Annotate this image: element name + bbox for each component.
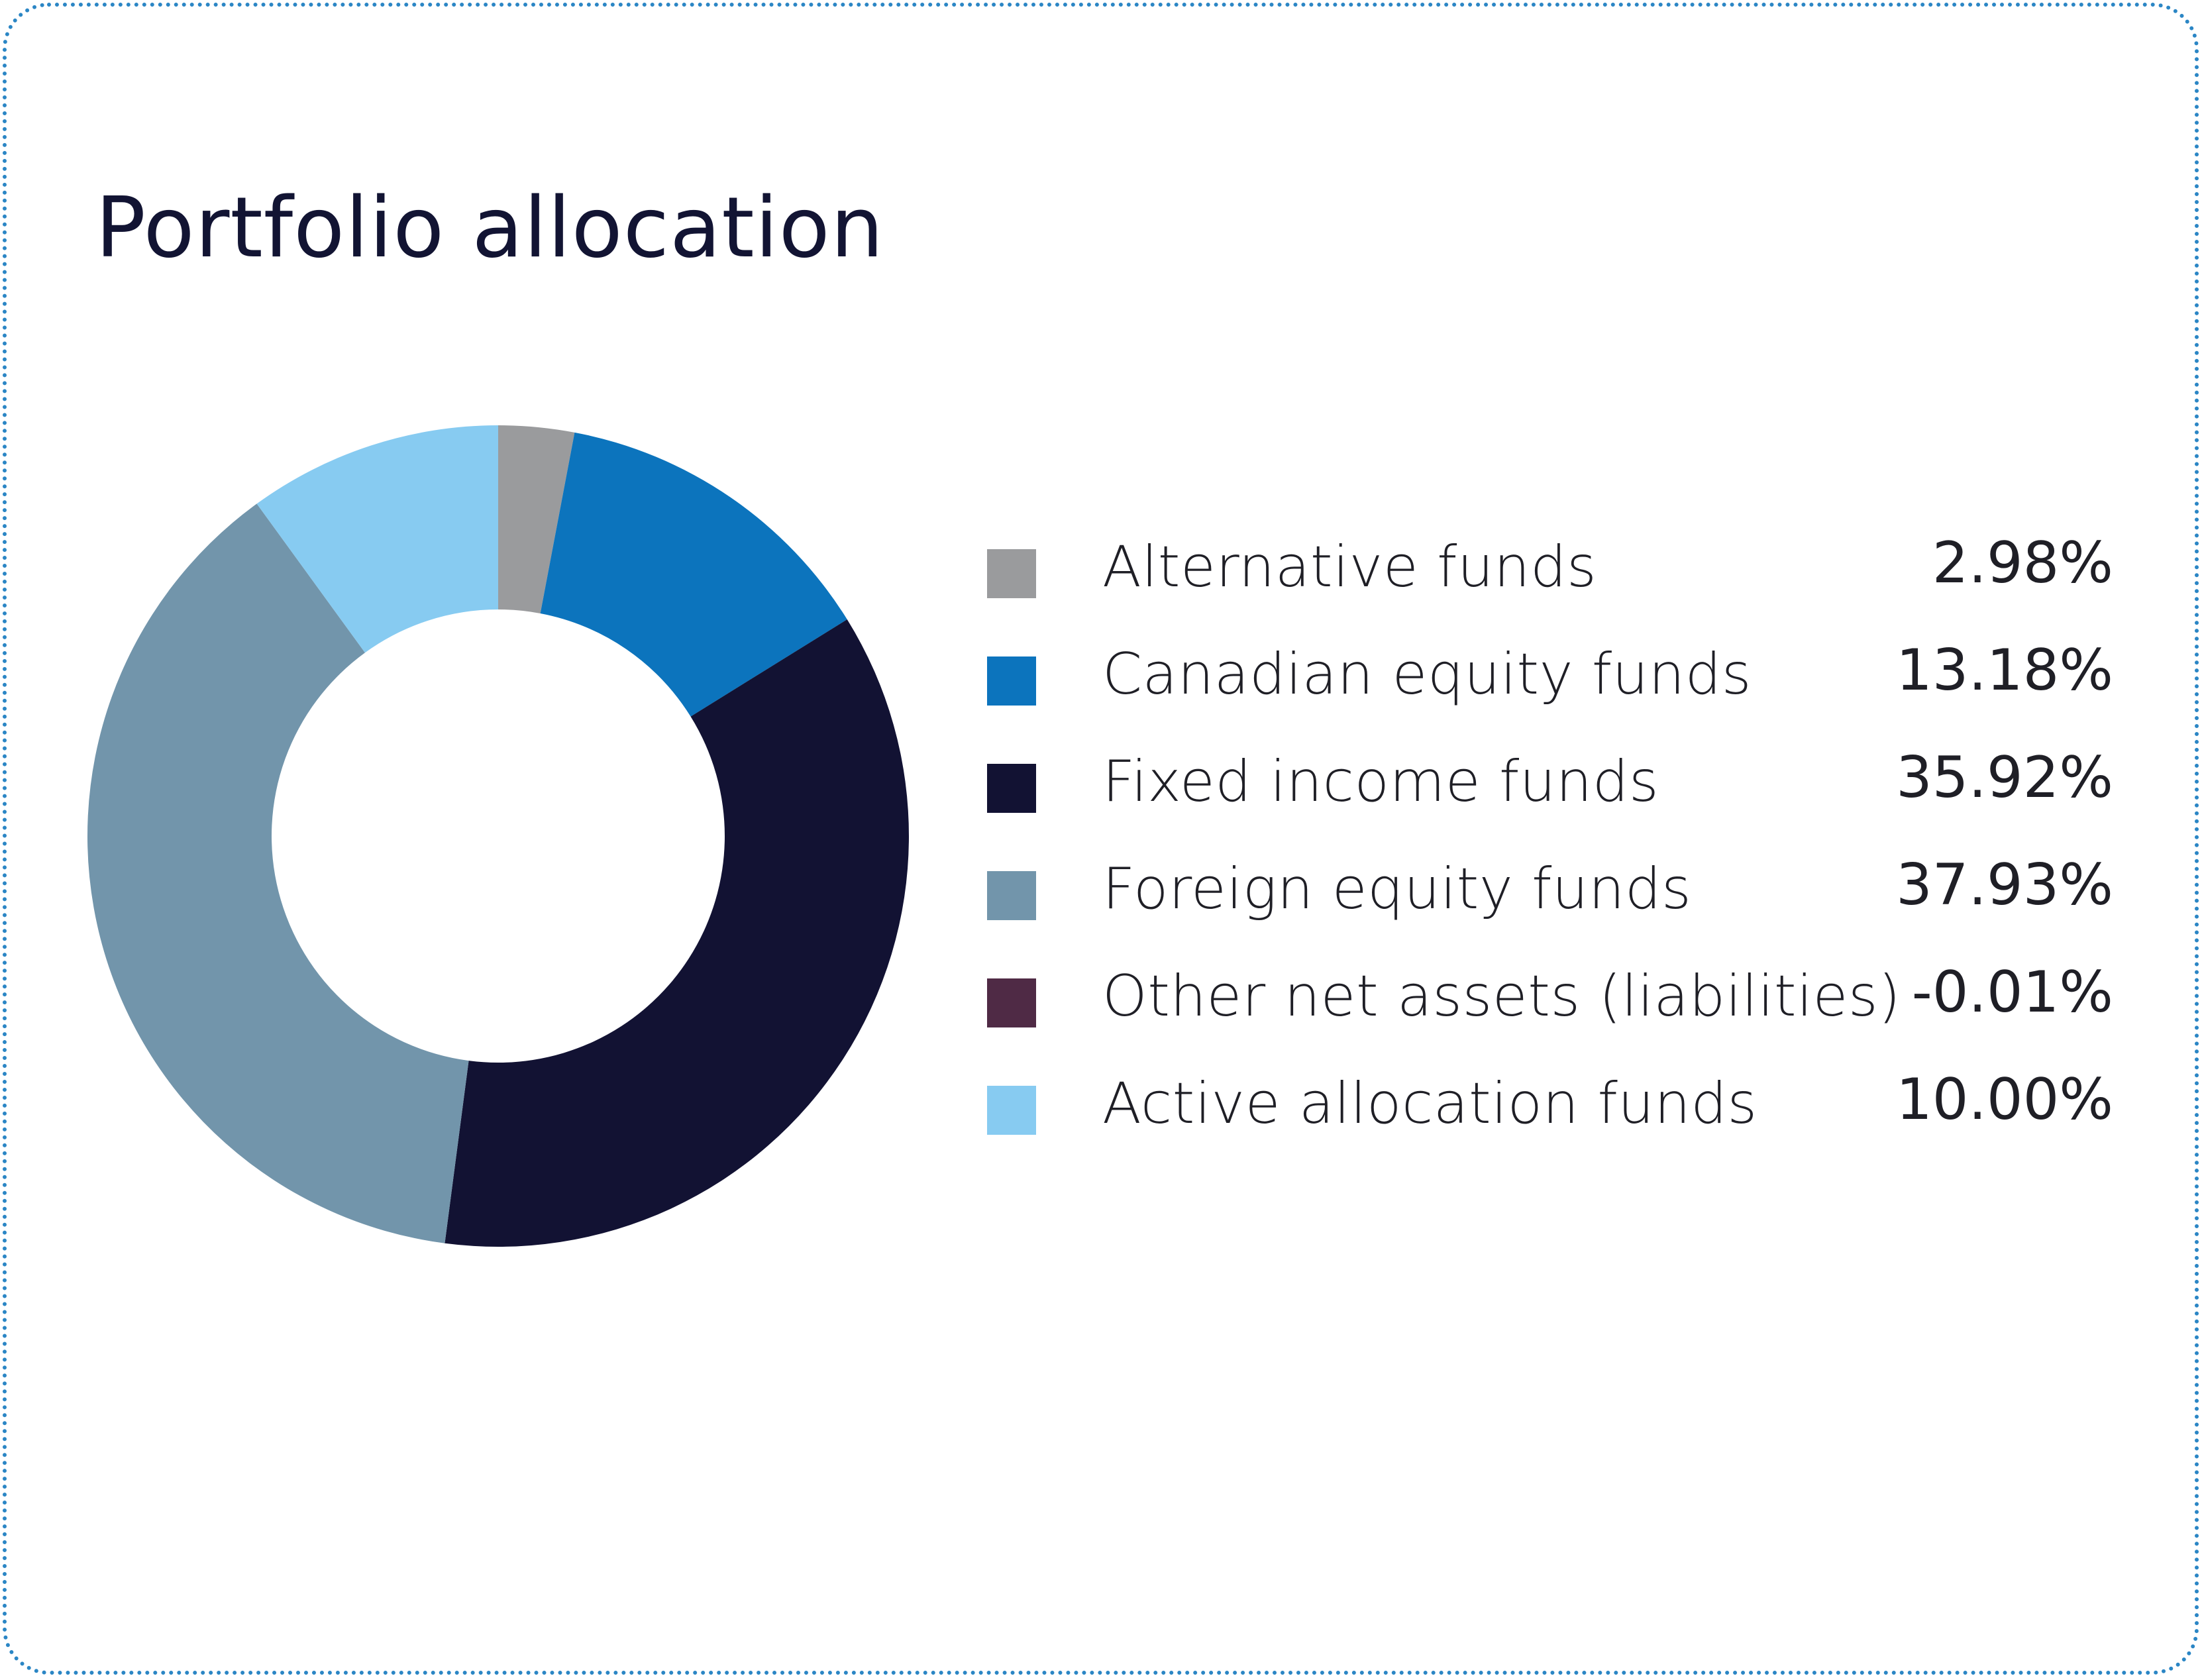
donut-chart [87, 425, 909, 1247]
donut-slice [256, 425, 498, 653]
chart-title: Portfolio allocation [95, 179, 884, 276]
legend-swatch [987, 978, 1036, 1027]
legend-label: Fixed income funds [1102, 749, 1659, 815]
donut-slice [498, 425, 575, 613]
legend-label: Canadian equity funds [1102, 641, 1752, 708]
legend-item: Alternative funds 2.98% [987, 523, 2113, 631]
legend-item: Fixed income funds 35.92% [987, 738, 2113, 845]
legend-swatch [987, 1086, 1036, 1135]
chart-legend: Alternative funds 2.98% Canadian equity fu… [987, 523, 2113, 1167]
legend-value: 2.98% [1932, 530, 2113, 596]
legend-value: 13.18% [1896, 637, 2113, 704]
legend-value: 35.92% [1896, 745, 2113, 811]
donut-slice [87, 503, 469, 1243]
legend-value: 10.00% [1896, 1067, 2113, 1133]
legend-value: 37.93% [1896, 852, 2113, 918]
chart-card: Portfolio allocation Alternative funds 2.… [3, 3, 2199, 1675]
legend-item: Active allocation funds 10.00% [987, 1060, 2113, 1167]
legend-swatch [987, 871, 1036, 920]
legend-swatch [987, 656, 1036, 706]
legend-label: Active allocation funds [1102, 1071, 1758, 1137]
legend-swatch [987, 764, 1036, 813]
legend-label: Foreign equity funds [1102, 856, 1692, 922]
legend-label: Alternative funds [1102, 534, 1597, 600]
legend-value: -0.01% [1911, 959, 2113, 1025]
donut-slice [540, 432, 847, 717]
legend-item: Foreign equity funds 37.93% [987, 845, 2113, 953]
legend-label: Other net assets (liabilities) [1102, 963, 1901, 1029]
legend-item: Canadian equity funds 13.18% [987, 631, 2113, 738]
legend-swatch [987, 549, 1036, 598]
legend-item: Other net assets (liabilities) -0.01% [987, 953, 2113, 1060]
donut-slice [445, 619, 909, 1247]
